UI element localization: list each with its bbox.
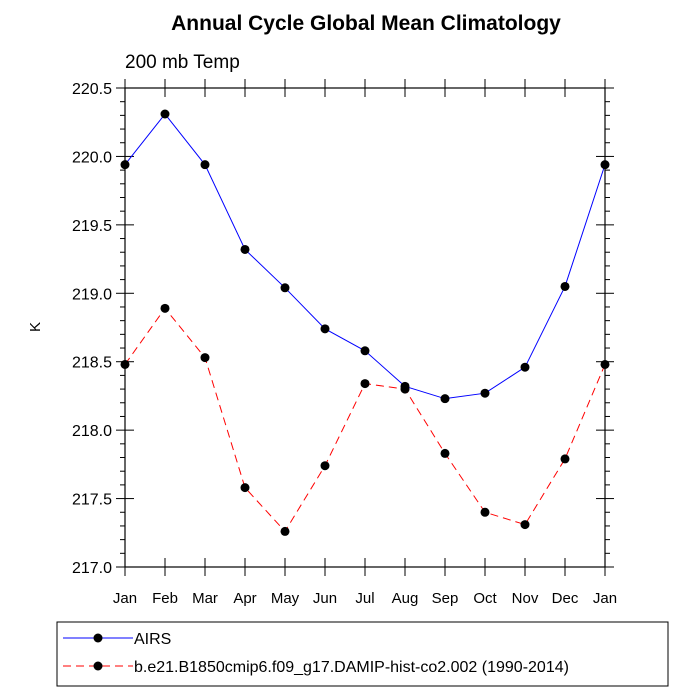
series-1-point xyxy=(600,359,610,369)
y-tick-label: 220.5 xyxy=(72,81,112,98)
axis-ticks: 217.0 217.5 218.0 218.5 219.0 219.5 220.0 220.5… xyxy=(72,79,617,607)
series-line-1 xyxy=(124,307,606,533)
x-tick-label: Oct xyxy=(473,590,497,607)
series-points xyxy=(120,109,610,536)
x-tick-label: Mar xyxy=(192,590,218,607)
x-tick-label: Dec xyxy=(552,590,579,607)
y-tick-label: 217.0 xyxy=(72,560,112,577)
x-tick-label: Apr xyxy=(233,590,256,607)
y-tick-label: 218.5 xyxy=(72,355,112,372)
y-tick-label: 219.5 xyxy=(72,218,112,235)
series-1-point xyxy=(160,303,170,313)
series-0-point xyxy=(520,362,530,372)
y-tick-label: 220.0 xyxy=(72,149,112,166)
chart-title: Annual Cycle Global Mean Climatology xyxy=(171,12,561,35)
series-1-point xyxy=(240,483,250,493)
legend-item-model: b.e21.B1850cmip6.f09_g17.DAMIP-hist-co2.… xyxy=(63,659,569,676)
series-0-point xyxy=(200,160,210,170)
series-1-point xyxy=(120,359,130,369)
legend-label-model: b.e21.B1850cmip6.f09_g17.DAMIP-hist-co2.… xyxy=(134,659,569,676)
series-0-point xyxy=(240,244,250,254)
x-tick-label: Feb xyxy=(152,590,178,607)
legend-box xyxy=(56,621,669,687)
legend-label-airs: AIRS xyxy=(134,631,171,648)
series-1-point xyxy=(520,520,530,530)
x-tick-label: Aug xyxy=(392,590,419,607)
x-tick-label: Jan xyxy=(113,590,137,607)
series-1-point xyxy=(480,507,490,517)
series-1-point xyxy=(360,379,370,389)
series-0-point xyxy=(320,324,330,334)
x-tick-label: Sep xyxy=(432,590,459,607)
legend-item-airs: AIRS xyxy=(63,631,171,648)
series-1-point xyxy=(320,461,330,471)
x-tick-label: Nov xyxy=(512,590,539,607)
x-tick-label: Jul xyxy=(355,590,374,607)
series-0-point xyxy=(160,109,170,119)
series-1-point xyxy=(280,526,290,536)
plot-frame xyxy=(124,87,606,568)
x-tick-label: Jan xyxy=(593,590,617,607)
series-1-point xyxy=(200,353,210,363)
y-tick-label: 219.0 xyxy=(72,286,112,303)
series-0-point xyxy=(480,388,490,398)
y-tick-label: 218.0 xyxy=(72,423,112,440)
y-axis-label: K xyxy=(27,322,44,332)
series-1-point xyxy=(440,448,450,458)
series-1-point xyxy=(400,384,410,394)
chart-subtitle: 200 mb Temp xyxy=(125,52,240,73)
series-0-point xyxy=(560,281,570,291)
series-1-point xyxy=(560,454,570,464)
series-0-point xyxy=(600,160,610,170)
x-tick-label: Jun xyxy=(313,590,337,607)
series-0-point xyxy=(120,160,130,170)
legend-marker-airs xyxy=(93,633,103,643)
series-0-point xyxy=(280,283,290,293)
y-tick-label: 217.5 xyxy=(72,492,112,509)
series-0-point xyxy=(440,394,450,404)
x-tick-label: May xyxy=(271,590,300,607)
series-line-0 xyxy=(124,113,606,400)
series-lines xyxy=(124,113,606,533)
legend-marker-model xyxy=(93,661,103,671)
series-0-point xyxy=(360,346,370,356)
